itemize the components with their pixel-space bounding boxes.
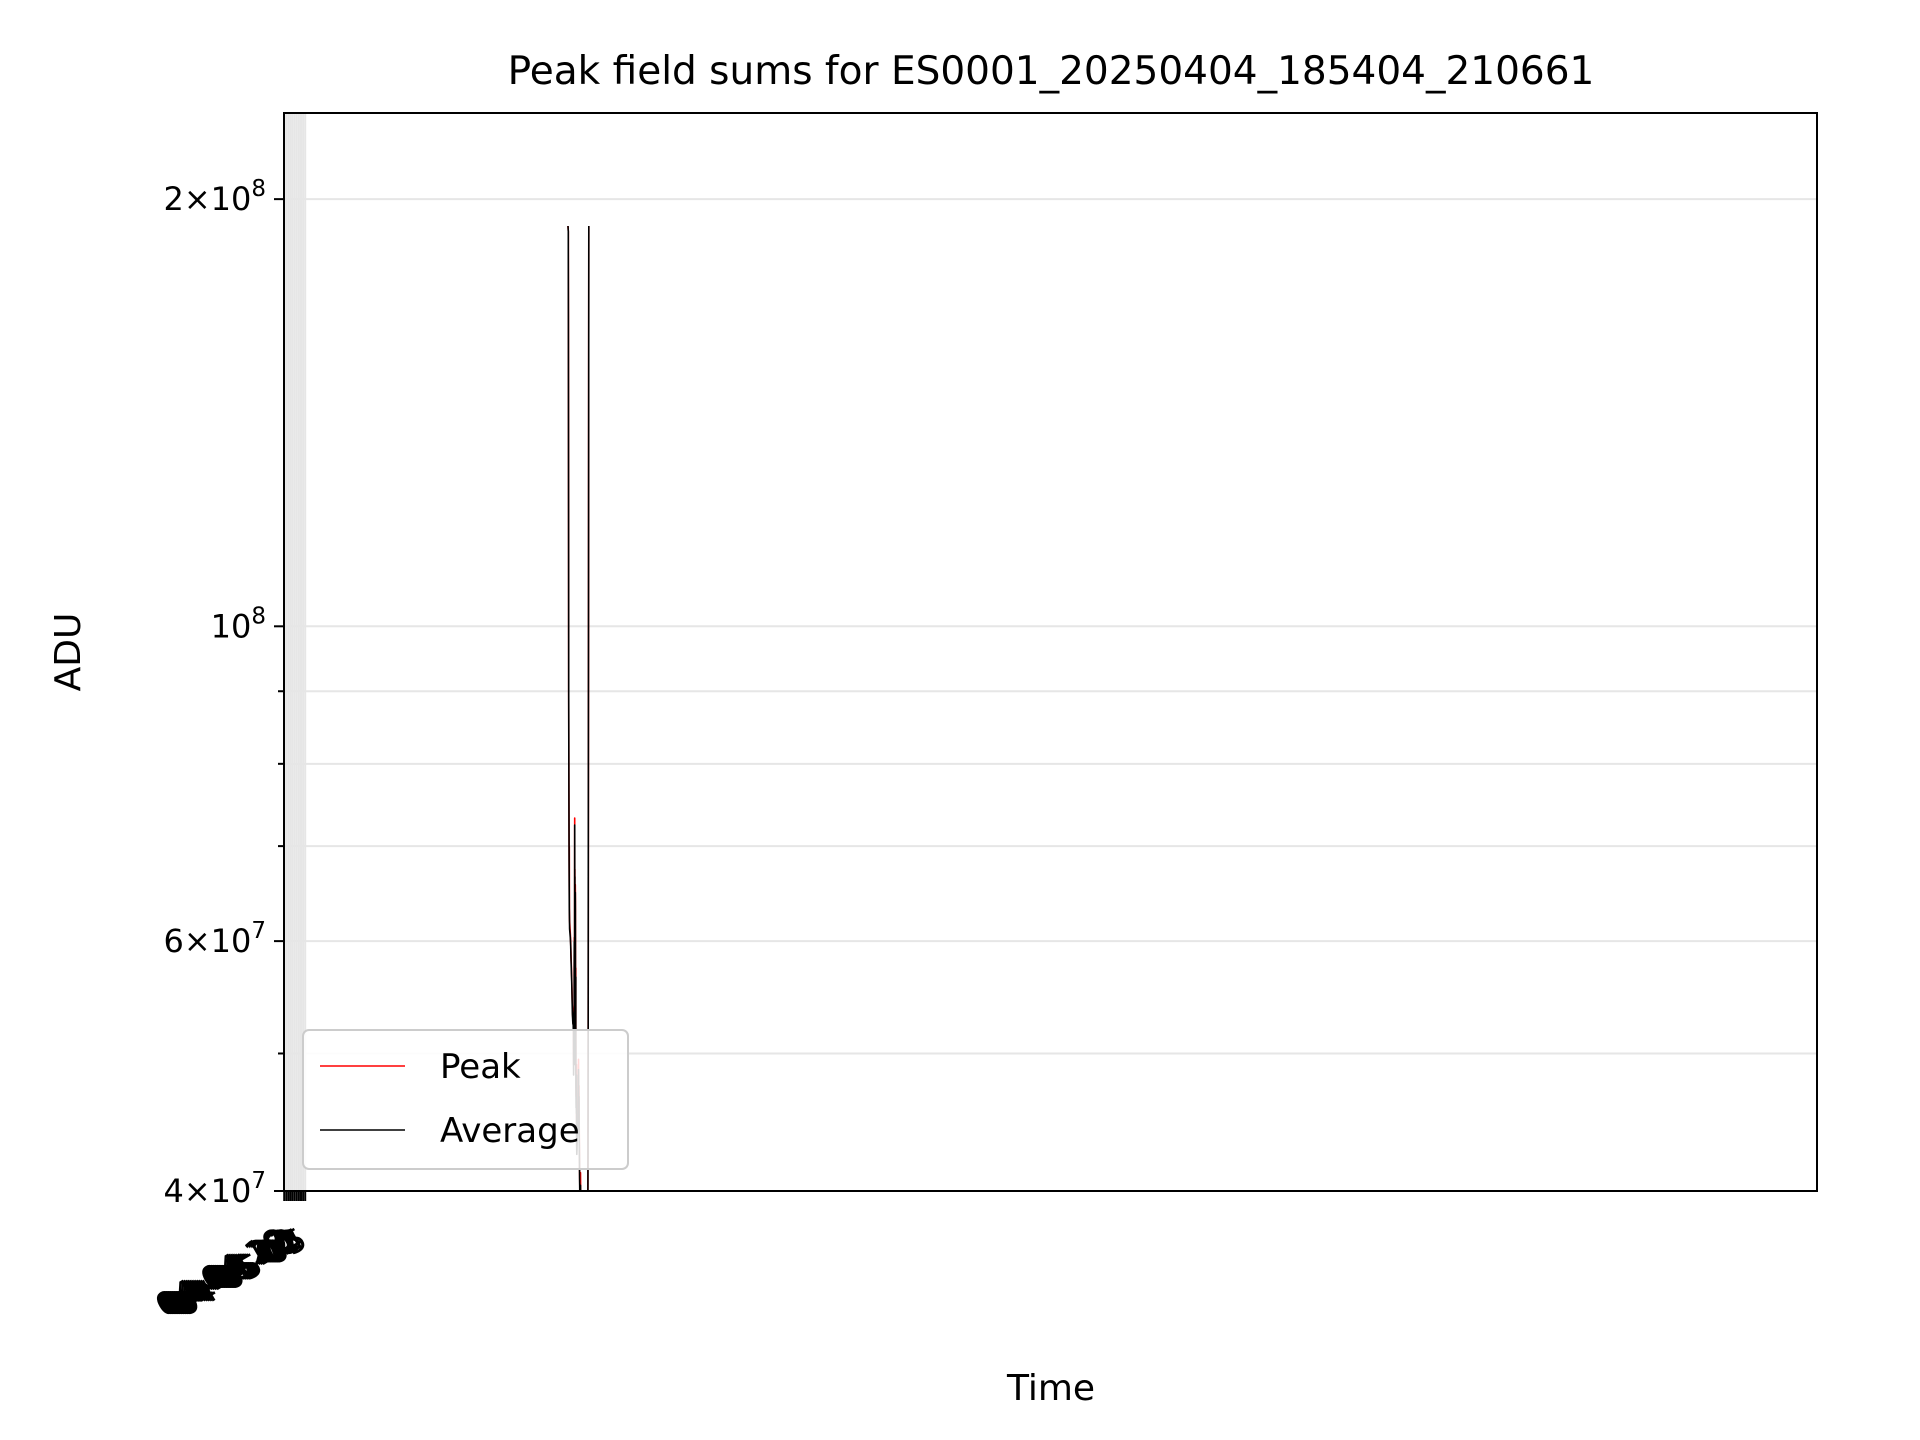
chart-title: Peak field sums for ES0001_20250404_1854… <box>508 49 1595 94</box>
y-tick-label: 6×107 <box>163 918 266 960</box>
grid-layer <box>283 113 1817 1192</box>
y-tick-label: 2×108 <box>163 176 266 218</box>
x-axis-label: Time <box>1006 1368 1095 1409</box>
y-axis: 4×107 6×107 108 2×108 <box>163 176 284 1210</box>
legend: Peak Average <box>302 1029 629 1170</box>
y-axis-label: ADU <box>48 613 89 692</box>
axes-frame <box>283 112 1818 1192</box>
y-tick-label: 108 <box>211 603 266 645</box>
legend-label-average: Average <box>440 1111 580 1151</box>
legend-box <box>302 1029 629 1170</box>
y-tick-label: 4×107 <box>163 1168 266 1210</box>
legend-label-peak: Peak <box>440 1047 521 1087</box>
